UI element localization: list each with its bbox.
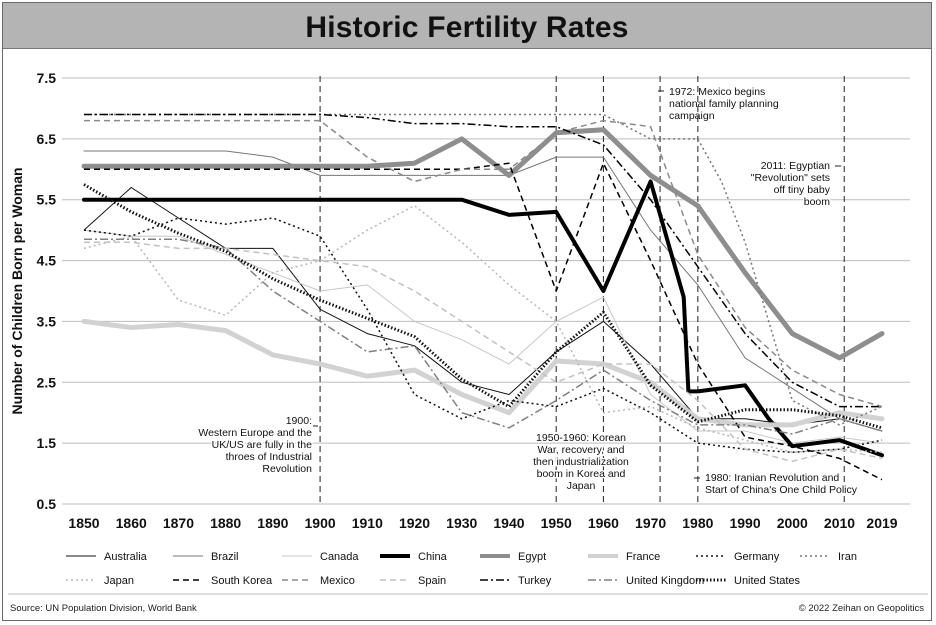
annotation-1972: campaign xyxy=(669,110,715,122)
x-tick-label: 1990 xyxy=(729,515,760,531)
annotation-1980: 1980: Iranian Revolution and xyxy=(705,472,839,484)
series-line-china xyxy=(82,179,884,458)
series-line-brazil xyxy=(83,150,883,432)
legend-label: United States xyxy=(734,575,801,587)
annotation-2011: boom xyxy=(804,196,831,208)
annotation-1900: Revolution xyxy=(262,463,312,475)
annotation-1900: 1900: xyxy=(286,415,312,427)
annotation-2011: 2011: Egyptian xyxy=(761,160,830,172)
annotation-1980: Start of China's One Child Policy xyxy=(705,484,858,496)
y-tick-label: 6.5 xyxy=(37,131,57,147)
series-line-south-korea xyxy=(84,162,883,481)
annotation-2011: off tiny baby xyxy=(774,184,831,196)
legend-label: Brazil xyxy=(211,551,239,563)
title-bar: Historic Fertility Rates xyxy=(3,3,931,49)
legend-label: Australia xyxy=(104,551,148,563)
x-tick-label: 1860 xyxy=(116,515,147,531)
x-tick-label: 1950 xyxy=(541,515,572,531)
y-tick-label: 4.5 xyxy=(37,253,57,269)
legend-label: Japan xyxy=(104,575,134,587)
annotation-1900: throes of Industrial xyxy=(226,451,312,463)
annotation-1950: Japan xyxy=(567,480,596,492)
x-tick-label: 2000 xyxy=(777,515,808,531)
series-line-egypt xyxy=(81,127,885,361)
legend-label: Germany xyxy=(734,551,780,563)
x-tick-label: 1850 xyxy=(68,515,99,531)
series-line-mexico xyxy=(84,119,883,408)
x-tick-label: 1970 xyxy=(635,515,666,531)
x-tick-label: 1910 xyxy=(352,515,383,531)
source-note: Source: UN Population Division, World Ba… xyxy=(10,603,197,614)
series-line-germany xyxy=(83,217,883,454)
x-tick-label: 2019 xyxy=(866,515,897,531)
x-tick-label: 1930 xyxy=(446,515,477,531)
annotation-1900: UK/US are fully in the xyxy=(212,439,313,451)
x-tick-label: 1880 xyxy=(210,515,241,531)
series-line-japan xyxy=(83,205,883,454)
legend-label: Egypt xyxy=(518,551,546,563)
series-line-united-states xyxy=(83,183,883,430)
legend-label: China xyxy=(418,551,448,563)
series-line-turkey xyxy=(84,113,882,408)
y-tick-label: 1.5 xyxy=(37,435,57,451)
x-tick-label: 1870 xyxy=(163,515,194,531)
x-tick-label: 1890 xyxy=(257,515,288,531)
y-axis-label: Number of Children Born per Woman xyxy=(9,167,25,414)
y-tick-label: 3.5 xyxy=(37,313,57,329)
series-line-france xyxy=(81,318,885,428)
legend-label: South Korea xyxy=(211,575,273,587)
legend-label: Mexico xyxy=(320,575,355,587)
legend-label: France xyxy=(626,551,660,563)
series-line-canada xyxy=(83,229,883,444)
x-tick-label: 1900 xyxy=(305,515,336,531)
series-line-iran xyxy=(84,113,883,426)
series-line-spain xyxy=(84,241,883,463)
legend-label: United Kingdom xyxy=(626,575,704,587)
y-tick-label: 2.5 xyxy=(37,374,57,390)
annotation-1950: then industrialization xyxy=(533,456,629,468)
legend-label: Canada xyxy=(320,551,359,563)
series-line-australia xyxy=(83,187,883,432)
annotation-2011: "Revolution" sets xyxy=(751,172,830,184)
y-tick-label: 5.5 xyxy=(37,192,57,208)
annotation-1950: War, recovery, and xyxy=(538,444,625,456)
y-tick-label: 0.5 xyxy=(37,496,57,512)
legend-label: Iran xyxy=(838,551,857,563)
x-tick-label: 2010 xyxy=(824,515,855,531)
annotation-1900: Western Europe and the xyxy=(198,427,312,439)
annotation-1950: 1950-1960: Korean xyxy=(536,432,626,444)
x-tick-label: 1980 xyxy=(682,515,713,531)
x-tick-label: 1960 xyxy=(588,515,619,531)
legend-label: Spain xyxy=(418,575,446,587)
annotation-1972: national family planning xyxy=(669,98,779,110)
y-tick-label: 7.5 xyxy=(37,70,57,86)
annotation-1972: 1972: Mexico begins xyxy=(669,86,765,98)
annotation-1950: boom in Korea and xyxy=(537,468,626,480)
legend-label: Turkey xyxy=(518,575,552,587)
x-tick-label: 1920 xyxy=(399,515,430,531)
chart-title: Historic Fertility Rates xyxy=(305,11,629,44)
copyright-note: © 2022 Zeihan on Geopolitics xyxy=(798,603,924,614)
x-tick-label: 1940 xyxy=(493,515,524,531)
